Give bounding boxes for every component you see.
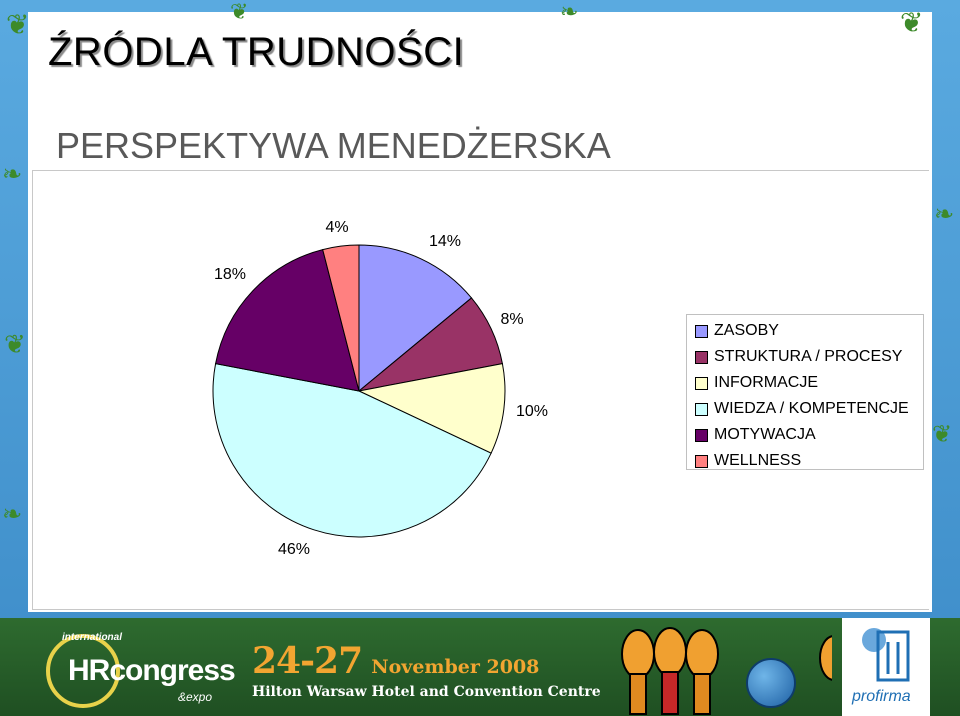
slice-data-label: 18% [214,266,246,283]
slice-data-label: 8% [500,311,523,328]
globe-icon [746,658,796,708]
legend-label: ZASOBY [714,322,779,339]
vine-decoration-icon: ❧ [560,0,579,25]
vine-decoration-icon: ❦ [932,420,953,448]
event-month: November 2008 [371,656,540,678]
slice-data-label: 10% [516,403,548,420]
legend-swatch [695,324,708,338]
legend-swatch [695,428,708,442]
logo-intl-text: international [62,632,123,643]
profirma-building-icon [862,628,910,682]
legend-item: STRUKTURA / PROCESY [687,344,923,370]
legend-label: INFORMACJE [714,374,818,391]
legend-swatch [695,402,708,416]
pie-slice [212,363,492,538]
legend-item: INFORMACJE [687,370,923,396]
chart-legend: ZASOBY STRUKTURA / PROCESY INFORMACJE WI… [686,314,924,470]
brand-name: profirma [852,688,911,705]
event-dates: 24-27 November 2008 [252,640,539,682]
legend-swatch [695,376,708,390]
vine-decoration-icon: ❦ [900,6,924,39]
logo-ring-icon [46,634,120,708]
event-venue: Hilton Warsaw Hotel and Convention Centr… [252,684,601,700]
legend-item: MOTYWACJA [687,422,923,448]
legend-item: WIEDZA / KOMPETENCJE [687,396,923,422]
legend-item: ZASOBY [687,318,923,344]
logo-expo-text: &expo [178,690,213,704]
legend-label: WIEDZA / KOMPETENCJE [714,400,909,417]
pie-slice [215,248,360,392]
vine-decoration-icon: ❧ [934,200,955,228]
legend-label: MOTYWACJA [714,426,816,443]
slide-subtitle: PERSPEKTYWA MENEDŻERSKA [56,125,611,166]
legend-label: STRUKTURA / PROCESY [714,348,903,365]
event-days: 24-27 [252,640,363,682]
legend-item: WELLNESS [687,448,923,474]
pie-slice [322,244,360,392]
profirma-logo: profirma [842,618,930,716]
hrcongress-logo: international HRcongress &expo [46,632,246,710]
legend-swatch [695,350,708,364]
vine-decoration-icon: ❧ [2,500,23,528]
vine-decoration-icon: ❦ [4,330,26,360]
logo-main-text: HRcongress [68,654,236,687]
legend-swatch [695,454,708,468]
legend-label: WELLNESS [714,452,802,469]
vine-decoration-icon: ❦ [6,8,30,41]
pie-slice [358,244,473,393]
footer-banner: international HRcongress &expo 24-27 Nov… [0,618,960,716]
slide-title: ŹRÓDLA TRUDNOŚCI [48,30,465,74]
vine-decoration-icon: ❦ [230,0,249,25]
pie-slice [357,363,506,454]
slice-data-label: 4% [325,219,348,236]
vine-decoration-icon: ❧ [2,160,23,188]
heads-illustration-icon [621,627,832,715]
slice-data-label: 14% [429,233,461,250]
slice-data-label: 46% [278,541,310,558]
